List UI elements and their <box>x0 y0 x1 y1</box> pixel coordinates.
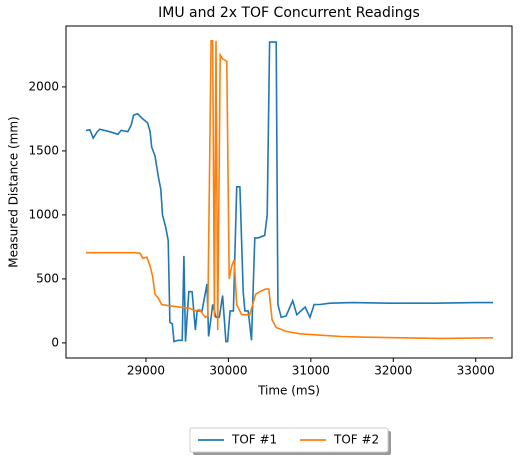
y-tick-label: 1000 <box>28 207 59 221</box>
x-tick-label: 29000 <box>127 364 165 378</box>
x-tick-label: 30000 <box>209 364 247 378</box>
y-tick-label: 1500 <box>28 143 59 157</box>
x-tick-label: 31000 <box>292 364 330 378</box>
line-series <box>85 41 493 343</box>
line-series <box>86 40 494 340</box>
legend-label: TOF #2 <box>333 433 379 447</box>
x-tick-label: 32000 <box>374 364 412 378</box>
y-tick-label: 0 <box>51 335 59 349</box>
legend-label: TOF #1 <box>231 433 277 447</box>
y-tick-label: 2000 <box>28 79 59 93</box>
x-tick-label: 33000 <box>457 364 495 378</box>
x-axis-label: Time (mS) <box>257 384 320 398</box>
plot-frame <box>65 25 513 359</box>
y-axis-label: Measured Distance (mm) <box>7 116 21 267</box>
chart-title: IMU and 2x TOF Concurrent Readings <box>158 5 420 21</box>
legend-box <box>189 427 389 453</box>
y-tick-label: 500 <box>36 271 59 285</box>
